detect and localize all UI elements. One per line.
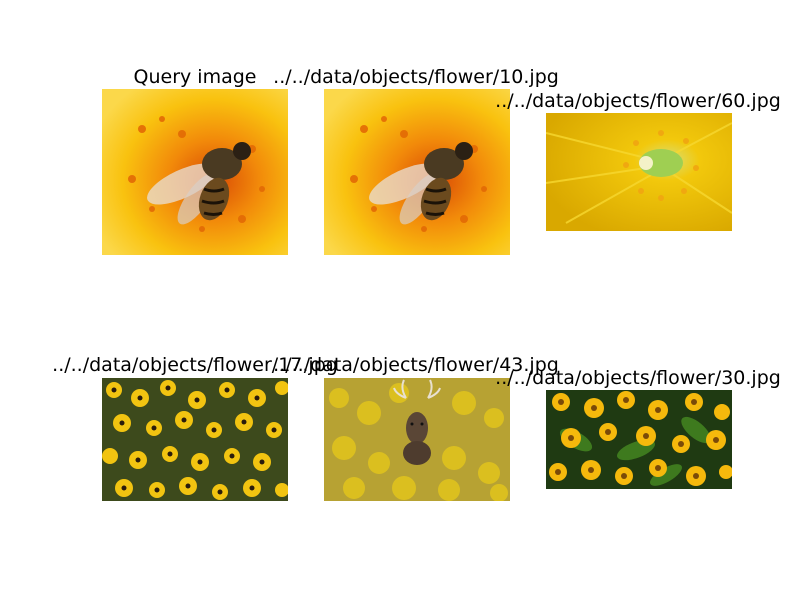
result-image-2 — [546, 113, 732, 231]
panel-title-query: Query image — [133, 66, 257, 88]
result-image-3 — [102, 378, 288, 501]
panel-title-result-2: ../../data/objects/flower/60.jpg — [495, 90, 781, 112]
result-image-4 — [324, 378, 510, 501]
panel-title-result-1: ../../data/objects/flower/10.jpg — [273, 66, 559, 88]
query-image — [102, 89, 288, 255]
panel-title-result-5: ../../data/objects/flower/30.jpg — [495, 367, 781, 389]
result-image-5 — [546, 390, 732, 489]
panel-title-result-3: ../../data/objects/flower/17.jpg — [52, 354, 338, 376]
result-image-1 — [324, 89, 510, 255]
panel-title-result-4: ../../data/objects/flower/43.jpg — [273, 354, 559, 376]
